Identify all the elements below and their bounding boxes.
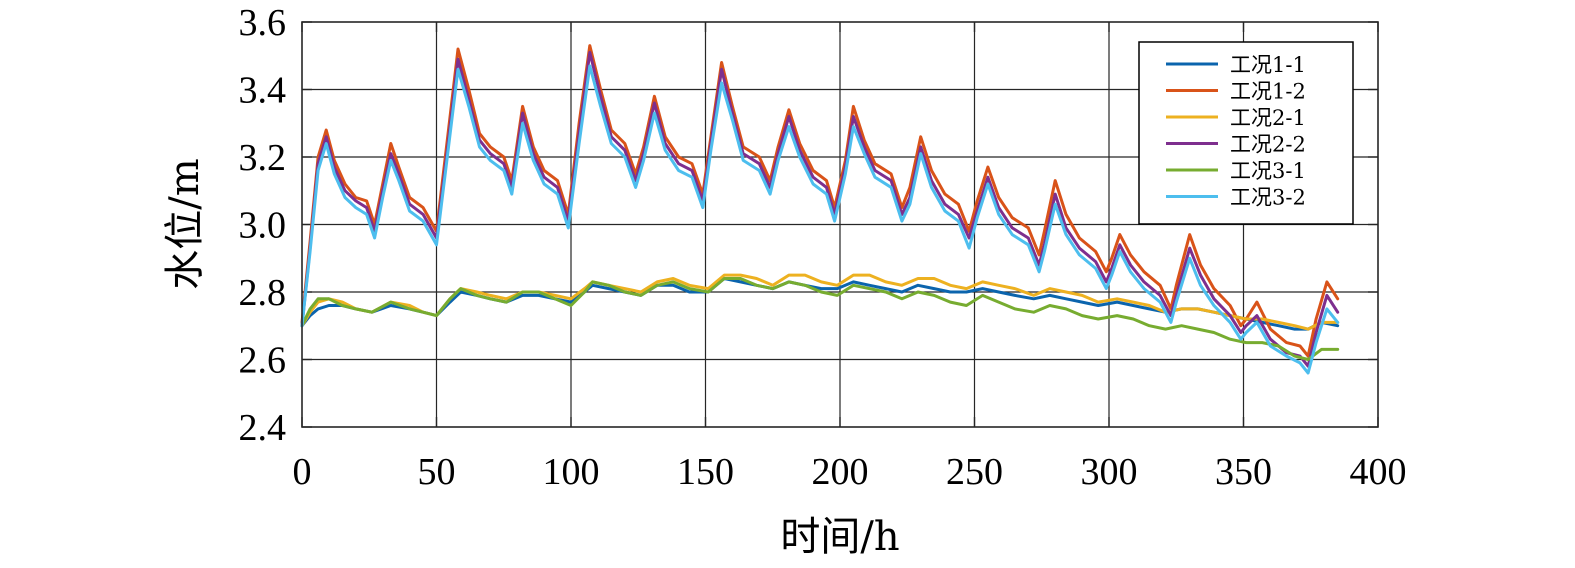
x-tick-label: 200 (812, 451, 869, 493)
legend-label-2: 工况1-2 (1230, 80, 1306, 104)
legend-box (1138, 41, 1354, 225)
plot-lines (300, 44, 1340, 375)
y-axis-title: 水位/m (162, 158, 208, 289)
legend-label-6: 工况3-2 (1230, 186, 1306, 210)
series-line-5 (300, 277, 1340, 361)
tick-labels: 0 50 100 150 200 250 300 350 400 2.4 2.6 2.8 3.0 3.2 3… (239, 2, 1407, 493)
y-tick-label: 2.6 (239, 340, 287, 382)
x-tick-label: 100 (543, 451, 600, 493)
x-axis-title: 时间/h (780, 514, 899, 560)
x-tick-label: 300 (1081, 451, 1138, 493)
legend-label-5: 工况3-1 (1230, 159, 1306, 183)
y-tick-label: 3.6 (239, 2, 287, 44)
legend-label-3: 工况2-1 (1230, 106, 1306, 130)
series-line-6 (300, 64, 1340, 375)
y-tick-label: 3.2 (239, 137, 287, 179)
x-tick-label: 250 (946, 451, 1003, 493)
plot-frame (301, 21, 1379, 428)
legend-label-1: 工况1-1 (1230, 53, 1306, 77)
x-tick-label: 150 (677, 451, 734, 493)
legend-label-4: 工况2-2 (1230, 133, 1306, 157)
x-tick-label: 50 (418, 451, 456, 493)
x-tick-label: 0 (293, 451, 312, 493)
x-tick-label: 400 (1350, 451, 1407, 493)
y-tick-label: 3.4 (239, 70, 287, 112)
y-tick-label: 3.0 (239, 205, 287, 247)
x-tick-label: 350 (1215, 451, 1272, 493)
y-tick-label: 2.8 (239, 272, 287, 314)
y-tick-label: 2.4 (239, 407, 287, 449)
